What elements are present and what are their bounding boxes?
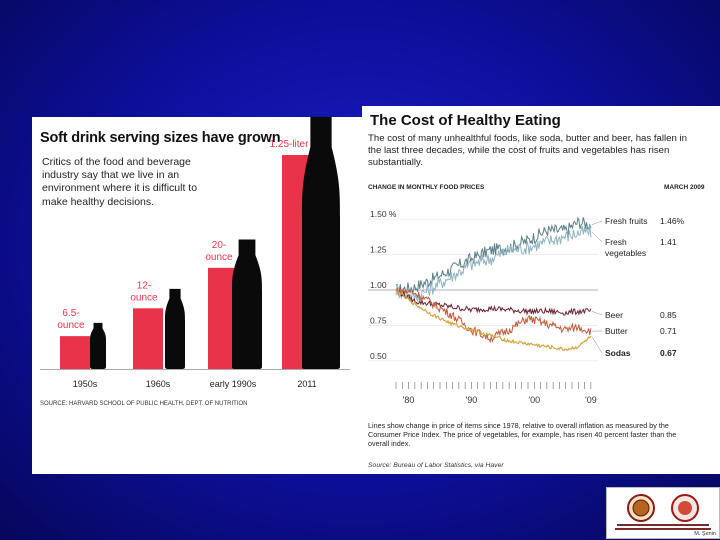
logo-caption: M. Şenin bbox=[694, 531, 716, 537]
series-line-sodas bbox=[395, 288, 592, 352]
left-chart-subtitle: Critics of the food and beverage industr… bbox=[42, 156, 198, 208]
y-tick-label-1: 1.25 bbox=[370, 245, 387, 255]
bottle-icon-1 bbox=[165, 288, 185, 369]
x-tick-label-1: '90 bbox=[466, 395, 478, 405]
panel-label: CHANGE IN MONTHLY FOOD PRICES bbox=[368, 184, 485, 191]
category-label-2: early 1990s bbox=[210, 379, 257, 389]
bar-label-1: 12- bbox=[137, 280, 151, 291]
leader-line-2 bbox=[591, 311, 603, 316]
soft-drink-chart-panel: Soft drink serving sizes have grown Crit… bbox=[32, 116, 362, 422]
y-tick-label-3: 0.75 bbox=[370, 315, 387, 325]
food-price-line-chart: 1.50 % 1.25 1.00 0.75 0.50 '80 '90 '00 '09 Fresh … bbox=[368, 209, 685, 405]
bar-label-2: ounce bbox=[205, 252, 233, 263]
date-label: MARCH 2009 bbox=[664, 184, 705, 191]
series-line-fresh-vegetables bbox=[395, 225, 592, 302]
bar-0 bbox=[60, 336, 90, 369]
x-tick-label-0: '80 bbox=[403, 395, 415, 405]
leader-line-1 bbox=[591, 231, 603, 243]
institution-logo-box: M. Şenin bbox=[606, 487, 720, 539]
leader-line-4 bbox=[591, 336, 603, 354]
series-value-0: 1.46% bbox=[660, 216, 685, 226]
bar-label-0: ounce bbox=[57, 320, 85, 331]
right-chart-note: Lines show change in price of items sinc… bbox=[368, 421, 677, 448]
bottle-icon-0 bbox=[90, 322, 106, 369]
y-tick-label-0: 1.50 % bbox=[370, 209, 397, 219]
series-value-2: 0.85 bbox=[660, 310, 677, 320]
soft-drink-bar-chart: 6.5-ounce1950s12-ounce1960s20-ounceearly… bbox=[40, 116, 350, 389]
series-value-1: 1.41 bbox=[660, 237, 677, 247]
series-line-butter bbox=[395, 287, 592, 344]
bottle-icon-3 bbox=[302, 116, 340, 370]
left-chart-title: Soft drink serving sizes have grown bbox=[40, 130, 281, 146]
left-chart-source: SOURCE: HARVARD SCHOOL OF PUBLIC HEALTH,… bbox=[40, 401, 248, 407]
category-label-1: 1960s bbox=[146, 379, 171, 389]
category-label-3: 2011 bbox=[297, 379, 316, 389]
x-tick-label-3: '09 bbox=[585, 395, 597, 405]
bottle-icon-2 bbox=[232, 239, 262, 369]
series-label-3: Butter bbox=[605, 326, 628, 336]
series-label-4: Sodas bbox=[605, 348, 631, 358]
bar-label-3: 1.25-liter bbox=[270, 139, 310, 150]
series-label-1: Fresh bbox=[605, 237, 627, 247]
bar-1 bbox=[133, 308, 163, 369]
right-chart-title: The Cost of Healthy Eating bbox=[370, 112, 561, 129]
category-label-0: 1950s bbox=[73, 379, 98, 389]
right-chart-subtitle: The cost of many unhealthful foods, like… bbox=[368, 133, 687, 168]
series-value-3: 0.71 bbox=[660, 326, 677, 336]
series-line-fresh-fruits bbox=[395, 216, 592, 296]
healthy-eating-chart-panel: The Cost of Healthy Eating The cost of m… bbox=[362, 106, 720, 474]
bar-label-2: 20- bbox=[212, 240, 226, 251]
x-tick-label-2: '00 bbox=[528, 395, 540, 405]
y-tick-label-4: 0.50 bbox=[370, 351, 387, 361]
series-label-2: Beer bbox=[605, 310, 623, 320]
logo-seals-icon bbox=[615, 494, 711, 530]
series-label-1: vegetables bbox=[605, 248, 646, 258]
bar-label-0: 6.5- bbox=[62, 308, 79, 319]
series-line-beer bbox=[395, 288, 592, 316]
bar-label-1: ounce bbox=[130, 292, 158, 303]
series-label-0: Fresh fruits bbox=[605, 216, 648, 226]
left-panel-bottom bbox=[32, 422, 362, 474]
leader-line-0 bbox=[591, 220, 603, 225]
right-chart-source: Source: Bureau of Labor Statistics, via … bbox=[368, 462, 504, 469]
y-tick-label-2: 1.00 bbox=[370, 280, 387, 290]
series-value-4: 0.67 bbox=[660, 348, 677, 358]
